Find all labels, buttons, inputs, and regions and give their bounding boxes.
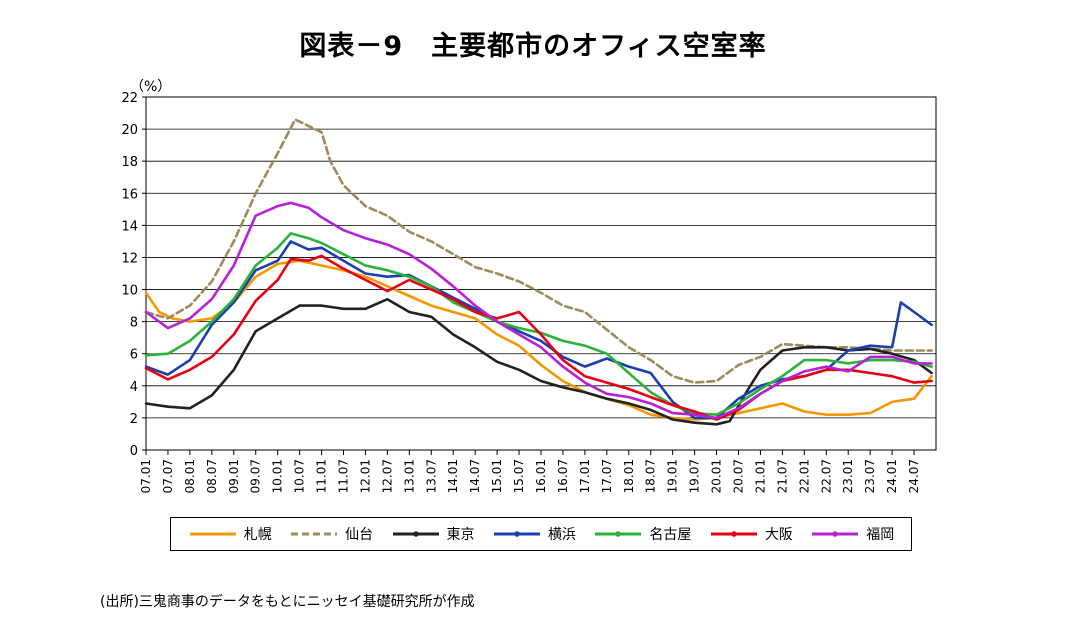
x-tick-label: 08.01 — [183, 459, 197, 493]
legend-swatch — [291, 532, 338, 536]
x-tick-label: 10.07 — [293, 459, 307, 493]
y-tick-label: 10 — [121, 284, 138, 299]
legend: 札幌 仙台 東京 横浜 名古屋 大阪 福岡 — [170, 517, 912, 551]
series-line-4 — [144, 232, 933, 416]
series-lines — [144, 118, 933, 426]
x-tick-label: 24.07 — [907, 459, 921, 493]
x-tick-label: 11.07 — [337, 459, 351, 493]
x-tick-label: 08.07 — [205, 459, 219, 493]
y-tick-label: 18 — [121, 155, 138, 170]
x-axis: 07.01 07.07 08.01 08.07 09.01 09.07 10.01 10.07… — [139, 450, 921, 493]
series-line-6 — [144, 201, 933, 420]
x-tick-label: 09.07 — [249, 459, 263, 493]
legend-label: 名古屋 — [649, 527, 692, 543]
x-tick-label: 18.01 — [622, 459, 636, 493]
legend-swatch — [710, 531, 757, 537]
series-line-5 — [144, 254, 933, 421]
legend-item: 仙台 — [289, 524, 373, 544]
legend-label: 大阪 — [764, 527, 793, 543]
legend-item: 横浜 — [492, 524, 576, 544]
legend-item: 札幌 — [188, 524, 272, 544]
y-tick-label: 20 — [121, 123, 138, 138]
grid-lines — [146, 128, 936, 419]
legend-label: 福岡 — [866, 527, 895, 543]
x-tick-label: 09.01 — [227, 459, 241, 493]
x-tick-label: 17.07 — [600, 459, 614, 493]
y-axis-unit: （%） — [130, 79, 171, 95]
legend-label: 札幌 — [243, 527, 272, 543]
x-tick-label: 24.01 — [885, 459, 899, 493]
y-tick-label: 0 — [130, 444, 138, 459]
x-tick-label: 21.01 — [753, 459, 767, 493]
x-tick-label: 22.01 — [797, 459, 811, 493]
legend-swatch — [595, 531, 642, 537]
y-tick-label: 14 — [121, 219, 138, 234]
x-tick-label: 16.07 — [556, 459, 570, 493]
x-tick-label: 10.01 — [271, 459, 285, 493]
series-line-0 — [144, 259, 933, 421]
y-tick-label: 22 — [121, 91, 138, 106]
legend-label: 仙台 — [345, 527, 374, 543]
series-line-1 — [144, 118, 933, 384]
y-tick-label: 2 — [130, 412, 138, 427]
legend-label: 東京 — [446, 527, 475, 543]
x-tick-label: 23.01 — [841, 459, 855, 493]
source-note: (出所)三鬼商事のデータをもとにニッセイ基礎研究所が作成 — [100, 594, 475, 610]
legend-swatch — [189, 532, 236, 536]
legend-label: 横浜 — [547, 527, 576, 543]
x-tick-label: 20.01 — [710, 459, 724, 493]
x-tick-label: 15.07 — [512, 459, 526, 493]
y-tick-label: 16 — [121, 187, 138, 202]
x-tick-label: 19.01 — [666, 459, 680, 493]
y-tick-label: 8 — [130, 316, 138, 331]
y-tick-label: 12 — [121, 251, 138, 266]
series-line-2 — [144, 297, 933, 426]
x-tick-label: 16.01 — [534, 459, 548, 493]
legend-item: 名古屋 — [593, 524, 691, 544]
x-tick-label: 12.01 — [358, 459, 372, 493]
y-tick-label: 4 — [130, 380, 138, 395]
x-tick-label: 14.01 — [446, 459, 460, 493]
legend-item: 東京 — [391, 524, 475, 544]
legend-swatch — [812, 531, 859, 537]
x-tick-label: 23.07 — [863, 459, 877, 493]
legend-item: 大阪 — [709, 524, 793, 544]
legend-swatch — [493, 531, 540, 537]
x-tick-label: 11.01 — [315, 459, 329, 493]
x-tick-label: 17.01 — [578, 459, 592, 493]
x-tick-label: 13.01 — [402, 459, 416, 493]
y-axis: 0 2 4 6 8 10 12 14 16 18 20 22 — [121, 91, 146, 459]
y-tick-label: 6 — [130, 348, 138, 363]
legend-item: 福岡 — [810, 524, 894, 544]
legend-swatch — [392, 531, 439, 537]
x-tick-label: 07.01 — [139, 459, 153, 493]
x-tick-label: 22.07 — [819, 459, 833, 493]
x-tick-label: 14.07 — [468, 459, 482, 493]
x-tick-label: 18.07 — [644, 459, 658, 493]
x-tick-label: 07.07 — [161, 459, 175, 493]
plot-frame — [145, 96, 937, 451]
chart-title: 図表－9 主要都市のオフィス空室率 — [299, 31, 767, 62]
x-tick-label: 12.07 — [380, 459, 394, 493]
x-tick-label: 20.07 — [732, 459, 746, 493]
x-tick-label: 19.07 — [688, 459, 702, 493]
x-tick-label: 13.07 — [424, 459, 438, 493]
series-line-3 — [144, 240, 933, 420]
x-tick-label: 21.07 — [775, 459, 789, 493]
x-tick-label: 15.01 — [490, 459, 504, 493]
